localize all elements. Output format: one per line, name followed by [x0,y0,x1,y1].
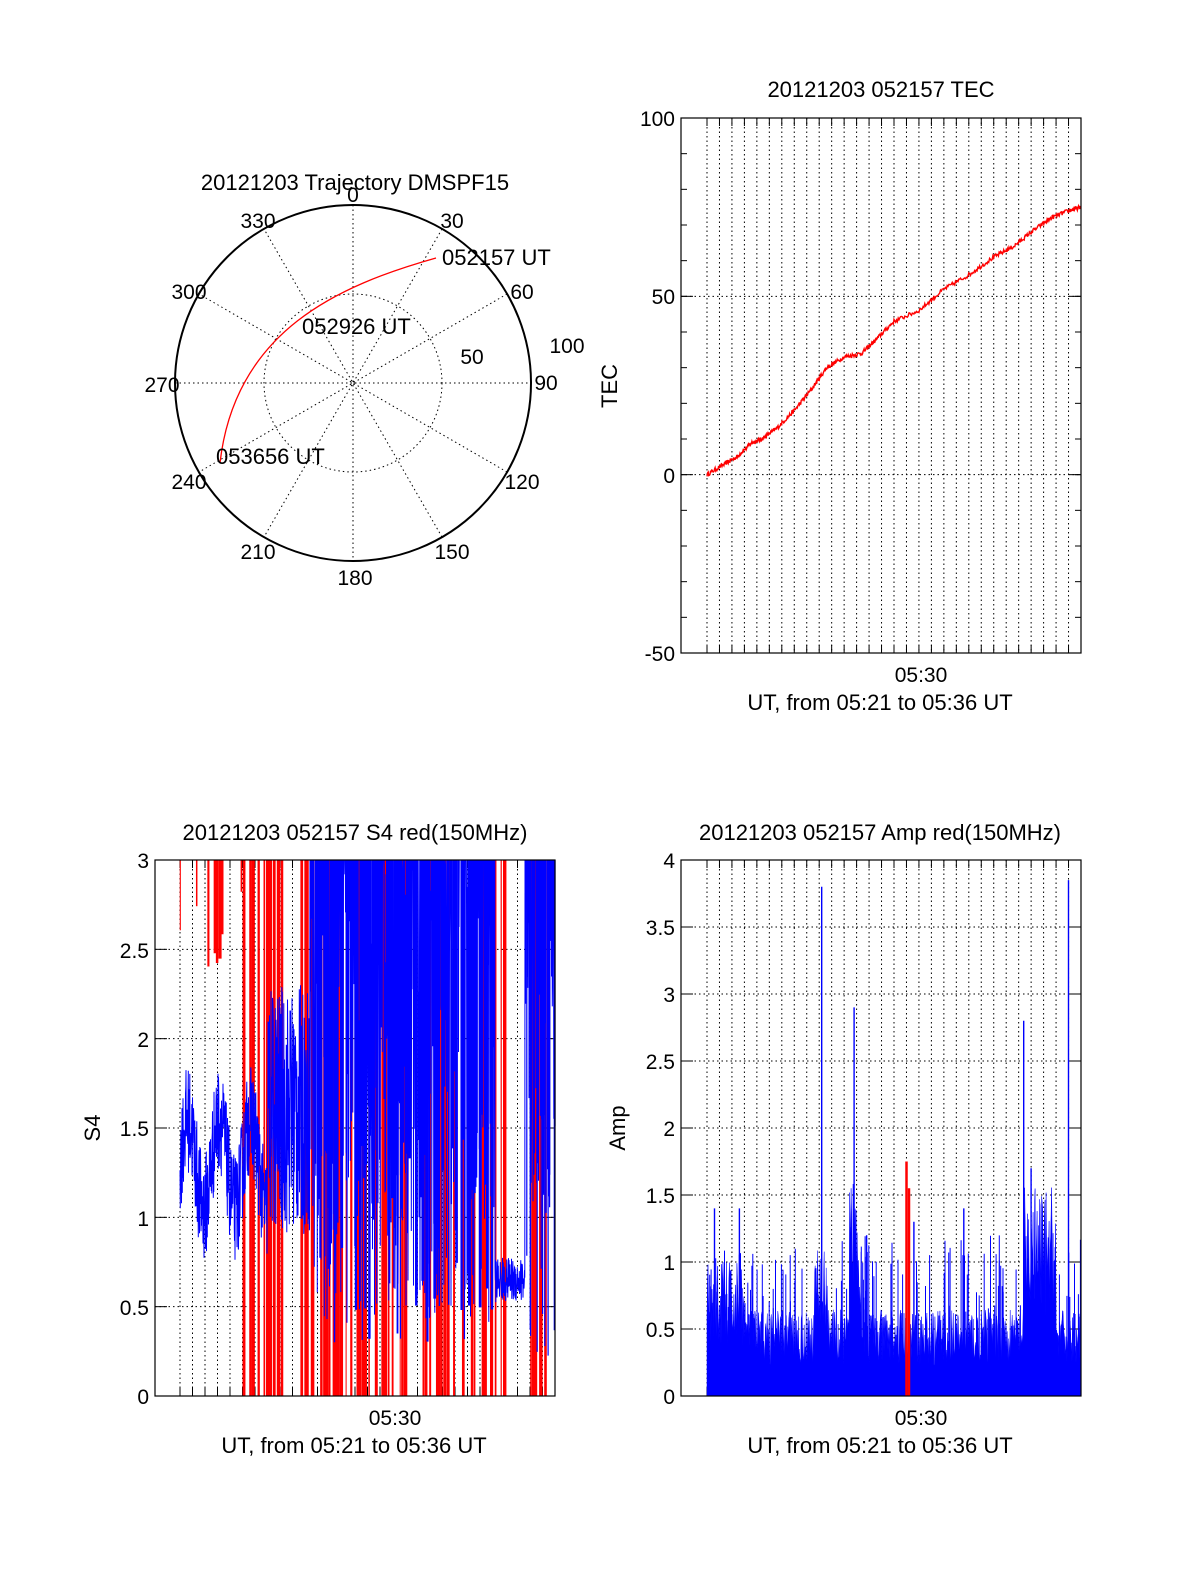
radial-label-100: 100 [549,335,584,358]
polar-spoke [198,293,508,473]
tec-ylabel: TEC [597,364,622,408]
amp-ytick-label: 3.5 [646,917,675,940]
tec-ytick-label: 50 [652,286,675,309]
amp-spikes [709,880,1081,1396]
amp-ytick-label: 2.5 [646,1051,675,1074]
polar-grid [175,205,531,561]
tec-series-line [706,203,1082,477]
azimuth-label-210: 210 [240,541,275,564]
tec-ticks [681,117,1081,654]
trajectory-mid-time: 052926 UT [302,314,411,339]
azimuth-label-180: 180 [337,567,372,590]
trajectory-panel: 20121203 Trajectory DMSPF15 0 30 60 90 1… [144,170,584,590]
amp-ytick-label: 0.5 [646,1319,675,1342]
azimuth-label-30: 30 [440,210,463,233]
amp-ytick-label: 0 [663,1386,675,1409]
azimuth-label-330: 330 [240,210,275,233]
trajectory-line [219,257,437,464]
amp-ytick-label: 4 [663,850,675,873]
s4-blue-spikes [314,860,556,1356]
s4-panel: 20121203 052157 S4 red(150MHz) 0 0.5 1 1… [80,820,556,1458]
azimuth-label-150: 150 [434,541,469,564]
tec-xtick-label: 05:30 [895,664,948,687]
amp-xtick-label: 05:30 [895,1407,948,1430]
tec-grid [681,118,1081,653]
trajectory-start-time: 052157 UT [442,245,551,270]
s4-title: 20121203 052157 S4 red(150MHz) [183,820,528,845]
amp-title: 20121203 052157 Amp red(150MHz) [699,820,1061,845]
s4-ytick-label: 0.5 [120,1297,149,1320]
amp-plot-frame [680,859,1082,1397]
azimuth-label-120: 120 [504,471,539,494]
amp-xlabel: UT, from 05:21 to 05:36 UT [747,1433,1012,1458]
polar-spoke [263,228,443,538]
s4-blue-series-line [179,859,556,1323]
tec-ytick-label: 0 [663,465,675,488]
amp-ylabel: Amp [605,1105,630,1150]
s4-plot-frame [154,859,556,1397]
polar-ring-50 [263,293,443,473]
azimuth-label-240: 240 [171,471,206,494]
azimuth-label-270: 270 [144,374,179,397]
tec-ytick-label: -50 [645,643,675,666]
s4-ytick-label: 1 [137,1208,149,1231]
polar-horizon-circle [174,204,532,562]
radial-label-50: 50 [460,346,483,369]
amp-ytick-label: 3 [663,984,675,1007]
polar-spoke [198,293,508,473]
tec-panel: 20121203 052157 TEC -50 0 50 100 05:30 U… [597,77,1082,715]
trajectory-title: 20121203 Trajectory DMSPF15 [201,170,509,195]
azimuth-label-90: 90 [534,372,557,395]
tec-xlabel: UT, from 05:21 to 05:36 UT [747,690,1012,715]
s4-ytick-label: 2 [137,1029,149,1052]
azimuth-label-60: 60 [510,281,533,304]
s4-ytick-label: 2.5 [120,940,149,963]
amp-ytick-label: 2 [663,1118,675,1141]
s4-ytick-label: 1.5 [120,1118,149,1141]
azimuth-label-300: 300 [171,281,206,304]
amp-ytick-label: 1 [663,1252,675,1275]
amp-ytick-label: 1.5 [646,1185,675,1208]
s4-xlabel: UT, from 05:21 to 05:36 UT [221,1433,486,1458]
trajectory-end-time: 053656 UT [216,444,325,469]
s4-ylabel: S4 [80,1115,105,1142]
tec-ytick-label: 100 [640,108,675,131]
s4-xtick-label: 05:30 [369,1407,422,1430]
polar-spoke [263,228,443,538]
amp-panel: 20121203 052157 Amp red(150MHz) 0 0.5 1 … [605,820,1082,1458]
s4-ytick-label: 3 [137,850,149,873]
azimuth-label-0: 0 [347,184,359,207]
tec-plot-frame [680,117,1082,654]
tec-title: 20121203 052157 TEC [767,77,994,102]
s4-ytick-label: 0 [137,1386,149,1409]
